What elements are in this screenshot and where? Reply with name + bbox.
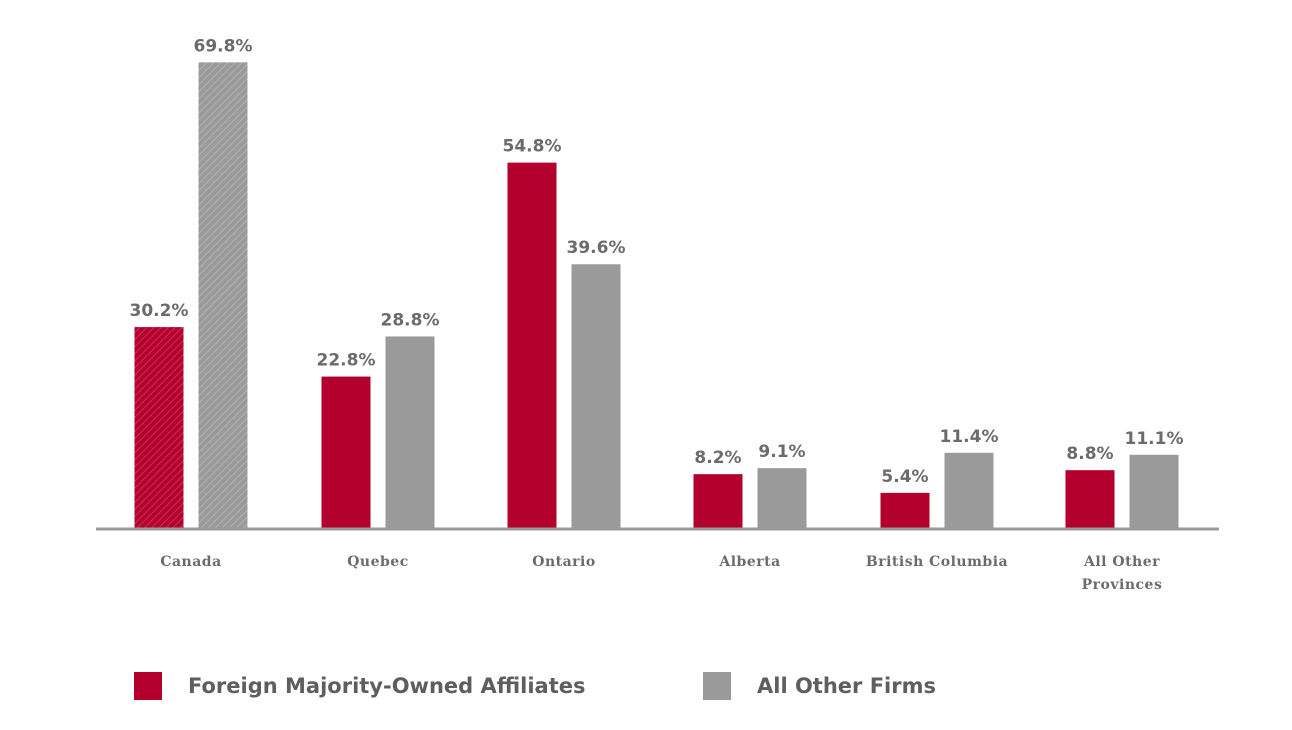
bar-alberta-foreign [693,474,743,529]
category-label-all-other-provinces-line1: All Other [1083,554,1160,570]
value-label-canada-foreign: 30.2% [130,301,189,321]
bar-british-columbia-other [944,452,994,529]
legend-item-other: All Other Firms [703,670,936,702]
bar-canada-foreign [134,327,184,529]
bar-all-other-provinces-other [1129,454,1179,529]
value-label-all-other-provinces-other: 11.1% [1125,429,1184,449]
legend-swatch-foreign [134,672,162,700]
category-label-quebec: Quebec [347,554,409,570]
value-labels-group: 30.2% 69.8% 22.8% 28.8% 54.8% 39.6% 8.2% 9.1% 5.… [130,36,1184,487]
legend-item-foreign: Foreign Majority-Owned Affiliates [134,670,586,702]
category-label-british-columbia: British Columbia [866,554,1008,570]
legend-label-foreign: Foreign Majority-Owned Affiliates [188,674,586,698]
bar-canada-other [198,62,248,529]
value-label-ontario-foreign: 54.8% [503,137,562,157]
bar-chart: 30.2% 69.8% 22.8% 28.8% 54.8% 39.6% 8.2% 9.1% 5.… [96,36,1219,593]
value-label-ontario-other: 39.6% [567,238,626,258]
value-label-british-columbia-other: 11.4% [940,427,999,447]
value-label-british-columbia-foreign: 5.4% [881,467,928,487]
value-label-all-other-provinces-foreign: 8.8% [1066,444,1113,464]
value-label-quebec-other: 28.8% [381,310,440,330]
legend-swatch-other [703,672,731,700]
bars-group [134,62,1179,529]
category-label-alberta: Alberta [718,554,780,570]
bar-ontario-foreign [507,162,557,529]
category-label-all-other-provinces-line2: Provinces [1082,577,1163,593]
bar-ontario-other [571,264,621,529]
category-label-canada: Canada [160,554,221,570]
bar-alberta-other [757,468,807,529]
value-label-quebec-foreign: 22.8% [317,351,376,371]
bar-quebec-foreign [321,376,371,529]
category-labels-group: Canada Quebec Ontario Alberta British Columb… [160,554,1162,593]
bar-all-other-provinces-foreign [1065,470,1115,529]
bar-quebec-other [385,336,435,529]
bar-british-columbia-foreign [880,492,930,529]
value-label-alberta-other: 9.1% [758,442,805,462]
value-label-canada-other: 69.8% [194,36,253,56]
value-label-alberta-foreign: 8.2% [694,448,741,468]
category-label-ontario: Ontario [532,554,595,570]
legend-label-other: All Other Firms [757,674,936,698]
